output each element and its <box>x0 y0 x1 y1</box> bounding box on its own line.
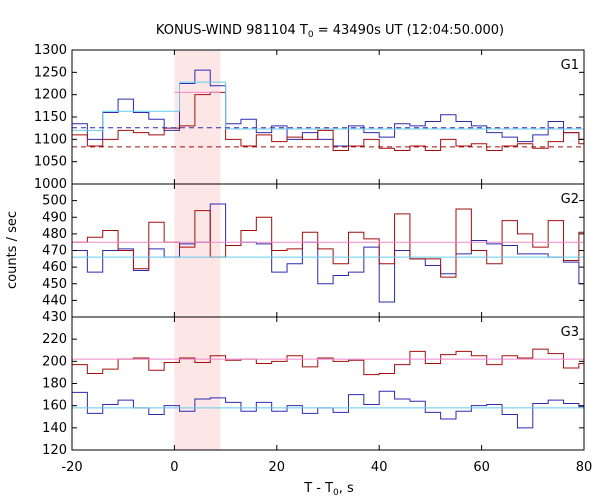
panel-g1-ytick-label: 1200 <box>34 88 67 103</box>
panel-g2-label: G2 <box>561 192 579 207</box>
panel-g1-red-series <box>72 91 584 151</box>
panel-g3-ytick-label: 160 <box>42 399 67 414</box>
xtick-label: 20 <box>269 460 286 475</box>
panel-g1-ytick-label: 1050 <box>34 155 67 170</box>
panel-g2-ytick-label: 450 <box>42 277 67 292</box>
burst-highlight-band <box>174 50 221 450</box>
panel-g3-frame <box>71 316 585 451</box>
panel-g1-ytick-label: 1100 <box>34 132 67 147</box>
panel-g2-ytick-label: 440 <box>42 293 67 308</box>
y-axis-label: counts / sec <box>5 211 20 289</box>
panel-g3-ytick-label: 220 <box>42 332 67 347</box>
x-axis-label: T - T0, s <box>303 481 354 498</box>
panel-g2-ytick-label: 470 <box>42 244 67 259</box>
panel-g1-ytick-label: 1250 <box>34 65 67 80</box>
panel-g1-label: G1 <box>561 58 579 73</box>
panel-g3-blue-series <box>72 390 584 429</box>
xtick-label: 0 <box>170 460 178 475</box>
panel-g3-ytick-label: 180 <box>42 377 67 392</box>
panel-g2-red-series <box>72 208 584 278</box>
panel-g3-ytick-label: 120 <box>42 443 67 458</box>
panel-g3-label: G3 <box>561 325 579 340</box>
panel-g1-ytick-label: 1300 <box>34 43 67 58</box>
panel-g1-ytick-label: 1000 <box>34 177 67 192</box>
panel-g2-ytick-label: 460 <box>42 260 67 275</box>
xtick-label: 60 <box>473 460 490 475</box>
xtick-label: -20 <box>61 460 82 475</box>
panel-g2-ytick-label: 480 <box>42 227 67 242</box>
panel-g3-ytick-label: 140 <box>42 421 67 436</box>
panel-g2-ytick-label: 430 <box>42 310 67 325</box>
panel-g2-ytick-label: 500 <box>42 194 67 209</box>
panel-g3-red-series <box>72 348 584 376</box>
xtick-label: 40 <box>371 460 388 475</box>
chart-title: KONUS-WIND 981104 T0 = 43490s UT (12:04:… <box>156 23 504 40</box>
panel-g1-ytick-label: 1150 <box>34 110 67 125</box>
panel-g3-ytick-label: 200 <box>42 354 67 369</box>
xtick-label: 80 <box>576 460 593 475</box>
panel-g2-ytick-label: 490 <box>42 210 67 225</box>
